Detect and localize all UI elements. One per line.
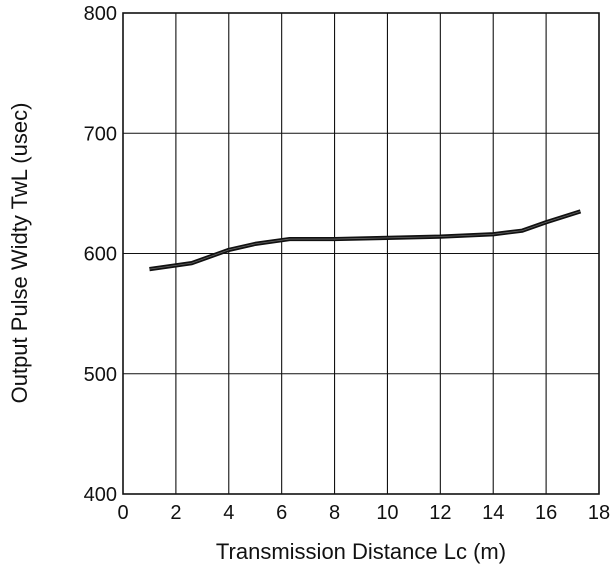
y-axis-title: Output Pulse Widty TwL (usec) — [7, 103, 32, 404]
x-tick-label-7: 14 — [482, 502, 504, 524]
grid — [123, 13, 599, 494]
y-tick-label-1: 500 — [84, 364, 117, 386]
plot-frame — [122, 12, 600, 495]
y-tick-label-4: 800 — [84, 3, 117, 25]
x-tick-label-3: 6 — [276, 502, 287, 524]
x-tick-label-6: 12 — [429, 502, 451, 524]
x-tick-label-9: 18 — [588, 502, 610, 524]
y-tick-label-3: 700 — [84, 123, 117, 145]
x-axis-title: Transmission Distance Lc (m) — [216, 539, 506, 564]
y-tick-labels: 400 500 600 700 800 — [84, 3, 117, 506]
y-tick-label-0: 400 — [84, 484, 117, 506]
x-tick-label-8: 16 — [535, 502, 557, 524]
x-tick-label-0: 0 — [117, 502, 128, 524]
x-tick-label-2: 4 — [223, 502, 234, 524]
y-tick-label-2: 600 — [84, 244, 117, 266]
x-tick-label-5: 10 — [376, 502, 398, 524]
series-layer — [149, 209, 582, 272]
series-line-0-highlight — [149, 211, 581, 270]
x-tick-label-1: 2 — [170, 502, 181, 524]
x-tick-labels: 0 2 4 6 8 10 12 14 16 18 — [117, 502, 610, 524]
x-tick-label-4: 8 — [329, 502, 340, 524]
